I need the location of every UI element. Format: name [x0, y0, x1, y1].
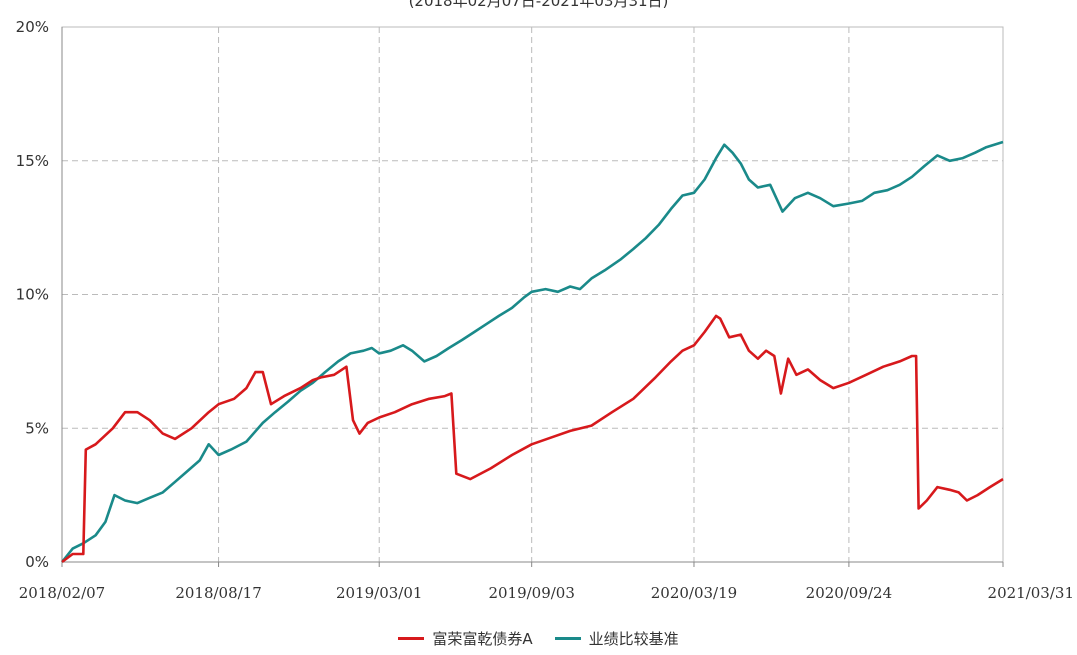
y-tick-label: 5%	[25, 419, 49, 437]
legend-item-benchmark[interactable]: 业绩比较基准	[554, 628, 679, 649]
y-tick-label: 15%	[16, 152, 49, 170]
y-tick-label: 20%	[16, 18, 49, 36]
y-tick-label: 10%	[16, 286, 49, 304]
chart-subtitle: (2018年02月07日-2021年03月31日)	[408, 0, 669, 10]
x-tick-label: 2021/03/31	[988, 584, 1074, 602]
x-tick-label: 2020/03/19	[651, 584, 737, 602]
x-tick-label: 2019/03/01	[336, 584, 422, 602]
legend-label: 业绩比较基准	[588, 629, 679, 648]
x-tick-label: 2020/09/24	[806, 584, 892, 602]
y-tick-label: 0%	[25, 553, 49, 571]
y-axis: 0% 5% 10% 15% 20%	[16, 18, 49, 571]
legend-swatch	[398, 636, 425, 640]
x-axis: 2018/02/07 2018/08/17 2019/03/01 2019/09/03…	[19, 562, 1074, 602]
series-layer	[60, 140, 1004, 564]
legend: 富荣富乾债券A 业绩比较基准	[0, 624, 1077, 652]
x-tick-label: 2018/08/17	[175, 584, 261, 602]
line-chart: 0% 5% 10% 15% 20% 2018/02/07 2018/08/17 2019/0…	[16, 18, 1074, 602]
series-line-benchmark	[60, 140, 1004, 563]
x-tick-label: 2019/09/03	[488, 584, 574, 602]
legend-item-fund[interactable]: 富荣富乾债券A	[398, 628, 533, 649]
x-tick-label: 2018/02/07	[19, 584, 105, 602]
series-line-fund	[61, 314, 1004, 564]
legend-label: 富荣富乾债券A	[432, 629, 533, 648]
grid-lines	[62, 27, 1003, 562]
legend-swatch	[554, 636, 581, 640]
